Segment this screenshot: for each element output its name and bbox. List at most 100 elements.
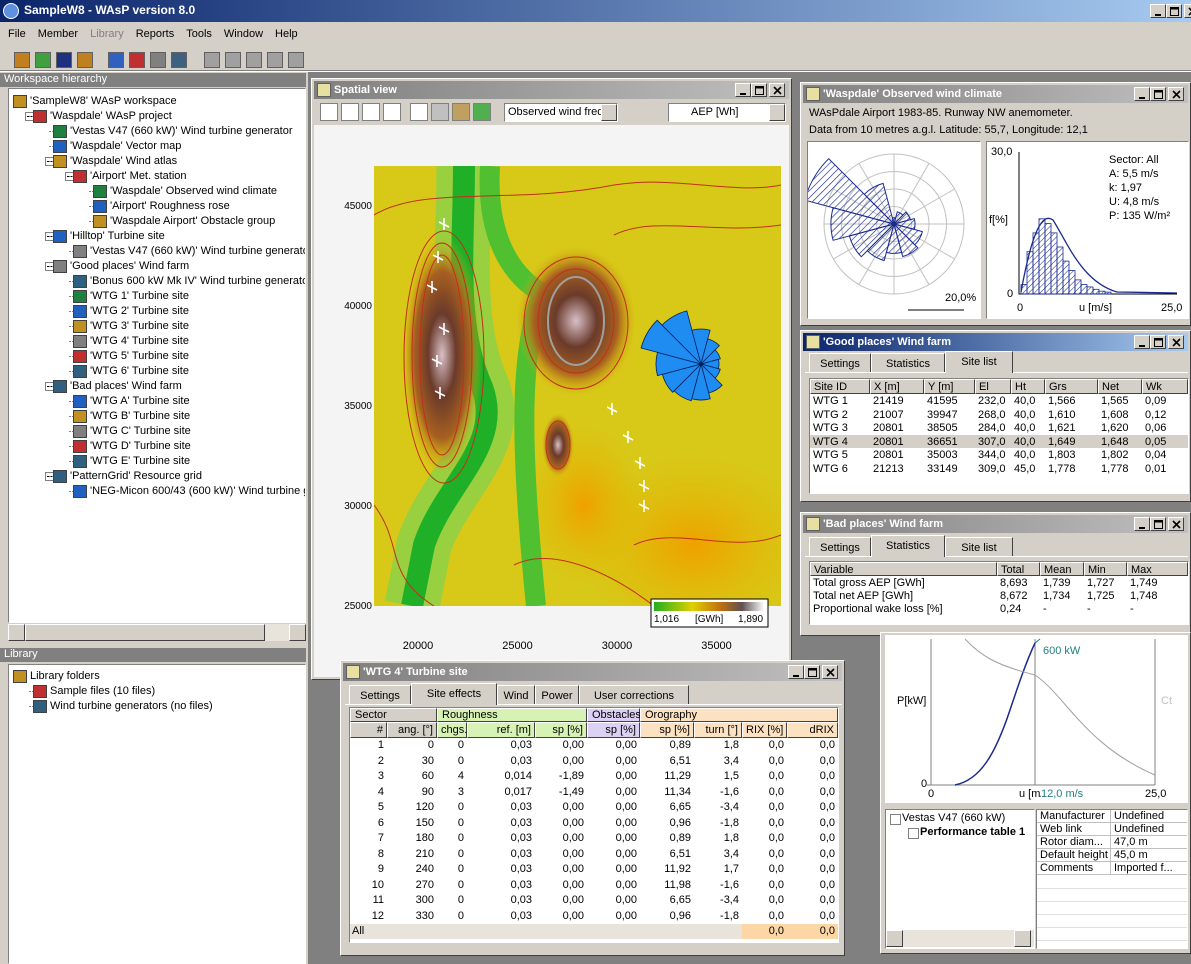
scroll-left[interactable] xyxy=(8,624,25,641)
column-header[interactable]: Variable xyxy=(810,562,997,576)
tree-label[interactable]: 'WTG 3' Turbine site xyxy=(90,320,189,333)
menu-item[interactable]: Window xyxy=(222,26,265,44)
tree-label[interactable]: 'WTG B' Turbine site xyxy=(90,410,190,423)
column-header[interactable]: ang. [°] xyxy=(387,722,437,738)
column-header[interactable]: El xyxy=(975,379,1011,394)
tab[interactable]: Site effects xyxy=(411,683,497,705)
tree-label[interactable]: 'WTG 5' Turbine site xyxy=(90,350,189,363)
minimize-button[interactable] xyxy=(788,665,804,679)
column-header[interactable]: sp [%] xyxy=(640,722,694,738)
toolbar-button[interactable] xyxy=(35,52,51,68)
tree-label[interactable]: 'WTG E' Turbine site xyxy=(90,455,190,468)
column-header[interactable]: sp [%] xyxy=(535,722,587,738)
tree-label[interactable]: Wind turbine generators (no files) xyxy=(50,700,213,713)
tree-label[interactable]: 'Hilltop' Turbine site xyxy=(70,230,165,243)
maximize-button[interactable] xyxy=(804,665,820,679)
tree-label[interactable]: Vestas V47 (660 kW) xyxy=(902,812,1005,825)
dropdown-arrow[interactable] xyxy=(601,104,617,121)
close-button[interactable] xyxy=(822,665,838,679)
column-header[interactable]: Grs xyxy=(1045,379,1098,394)
tree-label[interactable]: 'Waspdale' WAsP project xyxy=(50,110,172,123)
tree-label[interactable]: 'Waspdale Airport' Obstacle group xyxy=(110,215,275,228)
close-button[interactable] xyxy=(769,83,785,97)
toolbar-button[interactable] xyxy=(150,52,166,68)
tool-button[interactable] xyxy=(383,103,401,121)
column-header[interactable]: turn [°] xyxy=(694,722,742,738)
tree-label[interactable]: 'WTG 4' Turbine site xyxy=(90,335,189,348)
tree-label[interactable]: 'Vestas V47 (660 kW)' Wind turbine gener… xyxy=(70,125,292,138)
tree-label[interactable]: 'Bonus 600 kW Mk IV' Wind turbine genera… xyxy=(90,275,306,288)
tree-label[interactable]: Sample files (10 files) xyxy=(50,685,155,698)
minimize-button[interactable] xyxy=(1134,87,1150,101)
tree-toggle[interactable] xyxy=(908,828,919,839)
tree-toggle[interactable] xyxy=(890,814,901,825)
tool-button[interactable] xyxy=(473,103,491,121)
tree-label[interactable]: 'WTG 2' Turbine site xyxy=(90,305,189,318)
menu-item[interactable]: File xyxy=(6,26,28,44)
column-header[interactable]: Y [m] xyxy=(924,379,975,394)
column-header[interactable]: Wk xyxy=(1142,379,1188,394)
toolbar-button[interactable] xyxy=(267,52,283,68)
column-header[interactable]: Site ID xyxy=(810,379,870,394)
tab[interactable]: Settings xyxy=(349,685,411,705)
toolbar-button[interactable] xyxy=(56,52,72,68)
column-header[interactable]: Min xyxy=(1084,562,1127,576)
tree-label[interactable]: Library folders xyxy=(30,670,100,683)
tree-label[interactable]: 'Bad places' Wind farm xyxy=(70,380,182,393)
menu-item[interactable]: Member xyxy=(36,26,80,44)
maximize-button[interactable] xyxy=(751,83,767,97)
scroll-left[interactable] xyxy=(886,930,903,947)
tool-button[interactable] xyxy=(452,103,470,121)
column-header[interactable]: sp [%] xyxy=(587,722,640,738)
maximize-button[interactable] xyxy=(1150,335,1166,349)
tab[interactable]: Site list xyxy=(945,351,1013,373)
column-header[interactable]: Total xyxy=(997,562,1040,576)
column-header[interactable]: Ht xyxy=(1011,379,1045,394)
tab[interactable]: Statistics xyxy=(871,353,945,373)
close-button[interactable] xyxy=(1168,87,1184,101)
tree-label[interactable]: Performance table 1 xyxy=(920,826,1025,839)
menu-item[interactable]: Reports xyxy=(134,26,177,44)
toolbar-button[interactable] xyxy=(288,52,304,68)
toolbar-button[interactable] xyxy=(225,52,241,68)
tool-button[interactable] xyxy=(431,103,449,121)
column-header[interactable]: RIX [%] xyxy=(742,722,787,738)
column-header[interactable]: Mean xyxy=(1040,562,1084,576)
column-header[interactable]: chgs. xyxy=(437,722,467,738)
tree-label[interactable]: 'Good places' Wind farm xyxy=(70,260,189,273)
tool-button[interactable] xyxy=(320,103,338,121)
tree-label[interactable]: 'PatternGrid' Resource grid xyxy=(70,470,202,483)
close-button[interactable] xyxy=(1168,335,1184,349)
maximize-button[interactable] xyxy=(1150,517,1166,531)
tree-label[interactable]: 'WTG A' Turbine site xyxy=(90,395,190,408)
scroll-right[interactable] xyxy=(289,624,306,641)
minimize-button[interactable] xyxy=(1150,4,1166,18)
layer-dropdown[interactable]: Observed wind frequ xyxy=(504,103,618,122)
tree-label[interactable]: 'WTG 1' Turbine site xyxy=(90,290,189,303)
tree-label[interactable]: 'Airport' Met. station xyxy=(90,170,187,183)
column-header[interactable]: Net xyxy=(1098,379,1142,394)
toolbar-button[interactable] xyxy=(204,52,220,68)
toolbar-button[interactable] xyxy=(171,52,187,68)
menu-item[interactable]: Tools xyxy=(184,26,214,44)
maximize-button[interactable] xyxy=(1150,87,1166,101)
minimize-button[interactable] xyxy=(1134,335,1150,349)
tree-label[interactable]: 'Waspdale' Vector map xyxy=(70,140,181,153)
minimize-button[interactable] xyxy=(735,83,751,97)
column-header[interactable]: dRIX xyxy=(787,722,838,738)
close-button[interactable] xyxy=(1184,4,1191,18)
toolbar-button[interactable] xyxy=(129,52,145,68)
scroll-right[interactable] xyxy=(1014,930,1031,947)
tab[interactable]: Power xyxy=(535,685,579,705)
menu-item[interactable]: Help xyxy=(273,26,300,44)
minimize-button[interactable] xyxy=(1134,517,1150,531)
toolbar-button[interactable] xyxy=(77,52,93,68)
tool-button[interactable] xyxy=(362,103,380,121)
scroll-thumb[interactable] xyxy=(25,624,265,641)
tree-label[interactable]: 'Waspdale' Wind atlas xyxy=(70,155,177,168)
column-header[interactable]: Max xyxy=(1127,562,1188,576)
tree-label[interactable]: 'NEG-Micon 600/43 (600 kW)' Wind turbine… xyxy=(90,485,306,498)
tab[interactable]: Statistics xyxy=(871,535,945,557)
tab[interactable]: Wind xyxy=(497,685,535,705)
tab[interactable]: Site list xyxy=(945,537,1013,557)
